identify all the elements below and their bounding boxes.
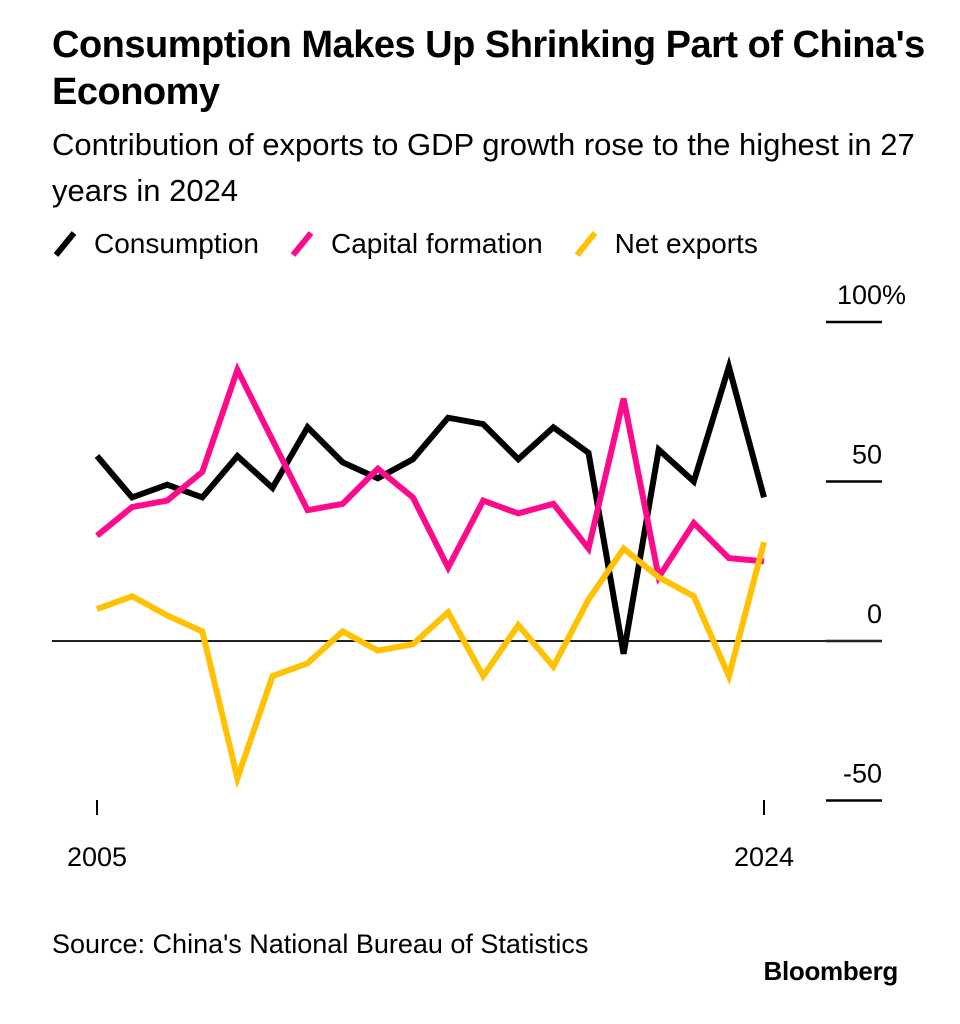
legend-item-net-exports: Net exports	[573, 224, 758, 264]
chart-title: Consumption Makes Up Shrinking Part of C…	[52, 24, 925, 113]
legend-label: Net exports	[614, 228, 758, 259]
legend-item-capital-formation: Capital formation	[289, 224, 543, 264]
chart-subtitle: Contribution of exports to GDP growth ro…	[52, 127, 915, 208]
x-tick-label: 2024	[734, 842, 794, 872]
line-slash-icon	[290, 231, 314, 257]
y-tick-label: -50	[843, 759, 882, 789]
series-line-net-exports	[95, 541, 767, 789]
y-tick-label: 50	[852, 440, 882, 470]
y-tick-label: 100%	[837, 280, 906, 310]
legend-label: Consumption	[94, 228, 259, 259]
line-chart: 100% 50 0 -50 2005 2024	[52, 280, 906, 872]
legend-label: Capital formation	[330, 228, 543, 259]
line-slash-icon	[53, 231, 77, 257]
x-tick-label: 2005	[67, 842, 127, 872]
series-line-capital-formation	[95, 362, 765, 586]
line-slash-icon	[574, 231, 597, 257]
legend: Consumption Capital formation Net export…	[52, 224, 788, 264]
series-line-consumption	[94, 355, 767, 655]
source-note: Source: China's National Bureau of Stati…	[52, 929, 589, 959]
bloomberg-logo: Bloomberg	[763, 956, 898, 986]
y-tick-label: 0	[867, 599, 882, 629]
legend-item-consumption: Consumption	[52, 224, 259, 264]
